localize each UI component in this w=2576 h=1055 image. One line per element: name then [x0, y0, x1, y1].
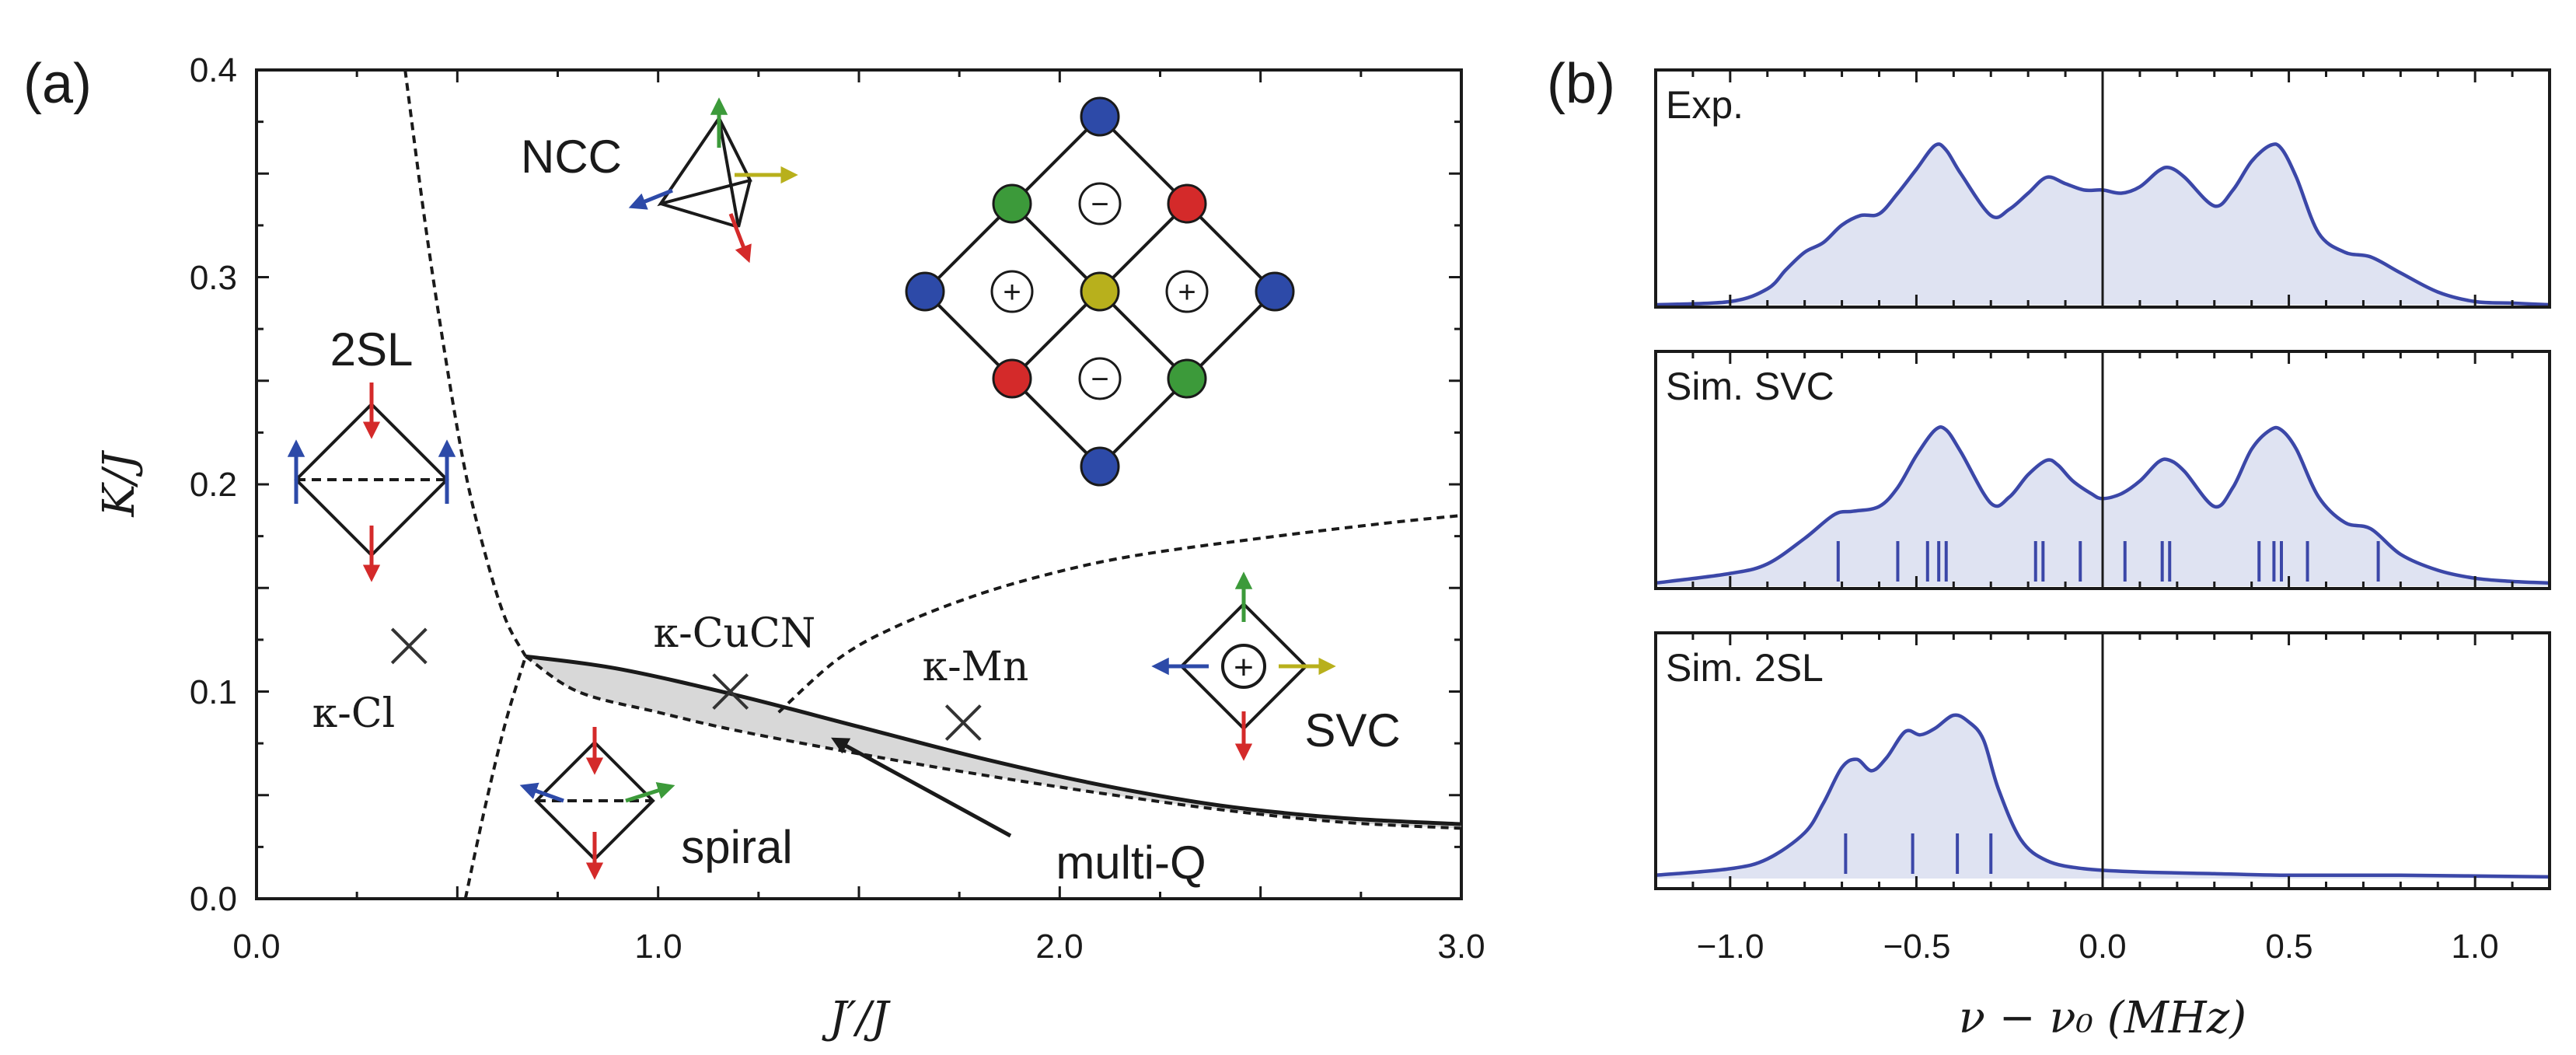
svc-plus-sign: + — [1234, 648, 1254, 686]
subplot-title: Exp. — [1666, 83, 1744, 127]
xtick-label: −0.5 — [1883, 927, 1951, 966]
label-kappa-cucn: κ-CuCN — [654, 610, 816, 657]
ytick-label: 0.4 — [190, 51, 237, 89]
ytick-label: 0.3 — [190, 259, 237, 297]
subplot-ticks — [1654, 70, 2551, 307]
phase-label-2sl: 2SL — [330, 323, 414, 376]
xtick-label: 1.0 — [634, 927, 682, 966]
xtick-label: 3.0 — [1437, 927, 1485, 966]
phase-label-multi-q: multi-Q — [1056, 837, 1206, 889]
xtick-label: 2.0 — [1035, 927, 1083, 966]
xtick-label: 0.0 — [2079, 927, 2126, 966]
xtick-label: −1.0 — [1697, 927, 1764, 966]
subplot-ticks — [1654, 351, 2551, 589]
boundary-multiq-upper — [525, 654, 1462, 826]
phase-label-spiral: spiral — [681, 821, 792, 873]
xtick-label: 1.0 — [2451, 927, 2498, 966]
svc-diamond-icon: + — [1151, 571, 1336, 761]
two-sl-diamond-icon — [287, 383, 456, 582]
subplot-ticks — [1654, 633, 2551, 889]
plaquette-plus-sign: + — [1178, 275, 1196, 309]
multi-q-arrow — [831, 737, 1012, 838]
marker-kappa-mn — [944, 704, 982, 741]
spectrum-line — [1655, 713, 2550, 879]
phase-label-ncc: NCC — [521, 131, 622, 183]
label-kappa-cl: κ-Cl — [312, 690, 396, 737]
subplot-exp: Exp. — [1654, 68, 2551, 309]
panel-b: (b) Exp. Sim. SVC Sim. 2SL — [1547, 53, 2551, 1043]
boundary-2sl-ncc — [403, 69, 527, 658]
boundary-ncc-svc — [777, 514, 1462, 714]
plot-a-frame — [255, 68, 1463, 900]
marker-kappa-cl — [390, 627, 428, 665]
label-kappa-mn: κ-Mn — [923, 644, 1029, 690]
plot-b-xticklabels: −1.0 −0.5 0.0 0.5 1.0 — [1697, 927, 2499, 966]
plaquette-minus-sign: − — [1091, 187, 1108, 222]
spectrum-line — [1655, 142, 2550, 307]
marker-kappa-cucn — [712, 673, 749, 710]
phase-boundaries — [403, 69, 1462, 900]
plot-a-xticklabels: 0.0 1.0 2.0 3.0 — [232, 927, 1485, 966]
plot-a-yticklabels: 0.0 0.1 0.2 0.3 0.4 — [190, 51, 237, 918]
subplot-sim-2sl: Sim. 2SL — [1654, 631, 2551, 890]
ytick-label: 0.0 — [190, 880, 237, 918]
stick-spectrum — [1836, 541, 2380, 582]
multi-q-region — [525, 656, 1462, 829]
plot-b-xlabel: ν − ν₀ (MHz) — [1959, 993, 2246, 1043]
subplot-sim-svc: Sim. SVC — [1654, 350, 2551, 590]
lattice-inset-icon: − − + + — [905, 96, 1295, 487]
plaquette-minus-sign: − — [1091, 362, 1108, 396]
boundary-multiq-lower — [525, 655, 1462, 830]
xtick-label: 0.0 — [232, 927, 280, 966]
ytick-label: 0.2 — [190, 466, 237, 504]
xtick-label: 0.5 — [2265, 927, 2312, 966]
spiral-diamond-icon — [519, 727, 675, 880]
phase-label-svc: SVC — [1304, 704, 1400, 756]
panel-a: (a) 0.0 0.1 0.2 0.3 0.4 0.0 1.0 2.0 3.0 … — [23, 51, 1485, 1043]
plot-a-xlabel: J′/J — [822, 993, 892, 1043]
subplot-title: Sim. 2SL — [1666, 646, 1824, 690]
subplot-title: Sim. SVC — [1666, 365, 1834, 408]
ncc-spin-tetrahedron-icon — [628, 97, 798, 264]
boundary-2sl-spiral — [463, 655, 528, 900]
panel-b-label: (b) — [1547, 53, 1615, 115]
panel-a-label: (a) — [23, 53, 92, 115]
plot-a-ylabel: K/J — [94, 449, 145, 518]
ytick-label: 0.1 — [190, 673, 237, 711]
plot-a-ticks — [255, 68, 1463, 900]
stick-spectrum — [1844, 833, 1993, 874]
plaquette-plus-sign: + — [1003, 275, 1021, 309]
spectrum-fill — [1656, 714, 2550, 879]
